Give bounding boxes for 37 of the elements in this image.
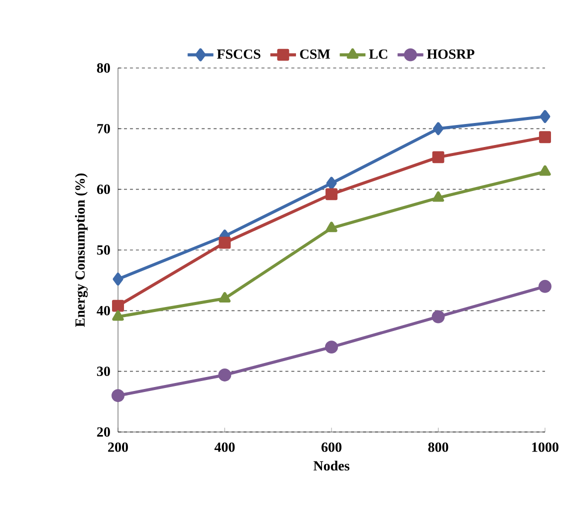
point	[218, 368, 232, 382]
legend-label: FSCCS	[216, 49, 260, 59]
point	[326, 188, 338, 200]
y-tick-label: 50	[97, 245, 110, 255]
point	[432, 151, 444, 164]
point	[432, 191, 444, 202]
legend-label: LC	[369, 49, 388, 59]
point	[538, 280, 552, 293]
x-tick-label: 600	[322, 442, 342, 452]
x-axis-title: Nodes	[314, 460, 350, 471]
y-tick-label: 70	[97, 124, 110, 134]
y-tick-label: 40	[96, 306, 110, 316]
point	[539, 131, 551, 144]
point	[218, 236, 231, 249]
legend-label: HOSRP	[426, 49, 474, 59]
point	[112, 389, 124, 402]
point	[112, 300, 124, 312]
point	[218, 292, 231, 303]
point	[326, 222, 338, 232]
y-axis-title: Energy Consumption (%)	[74, 174, 88, 327]
point	[432, 310, 445, 324]
y-tick-label: 30	[97, 366, 110, 376]
x-tick-label: 200	[108, 442, 128, 452]
point	[540, 110, 550, 124]
point	[433, 122, 444, 136]
point	[325, 340, 338, 354]
y-tick-label: 20	[97, 427, 110, 437]
point	[112, 272, 124, 286]
x-tick-label: 1000	[532, 442, 558, 452]
y-tick-label: 60	[97, 184, 110, 194]
point	[539, 165, 551, 176]
y-tick-label: 80	[97, 63, 110, 73]
legend-label: CSM	[300, 49, 330, 59]
x-tick-label: 800	[428, 442, 448, 452]
x-tick-label: 400	[214, 442, 235, 452]
point	[112, 310, 124, 321]
point	[326, 176, 337, 190]
